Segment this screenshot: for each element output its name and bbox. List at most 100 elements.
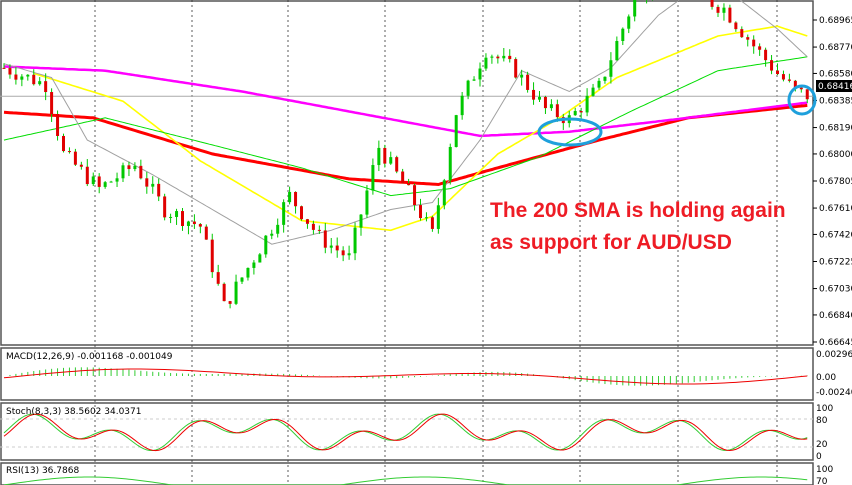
- price-tick-label: 0.67805: [819, 177, 852, 187]
- candle-body: [728, 7, 732, 23]
- rsi-line: [3, 476, 808, 485]
- sma-line: [3, 56, 808, 197]
- candle-body: [484, 57, 488, 69]
- stoch-label: Stoch(8,3,3) 38.5602 34.0371: [6, 407, 141, 417]
- candle-body: [478, 68, 482, 80]
- price-tick-label: 0.68965: [819, 16, 852, 26]
- candle-body: [490, 56, 494, 58]
- rsi-tick-label: 100: [816, 465, 833, 475]
- candle-body: [210, 239, 214, 273]
- candle-body: [222, 283, 226, 302]
- candle-body: [365, 190, 369, 215]
- candle-body: [383, 147, 387, 164]
- stoch-signal-line: [3, 413, 808, 452]
- candle-body: [8, 68, 12, 75]
- candle-body: [204, 226, 208, 240]
- candle-body: [192, 221, 196, 225]
- panel-frame: [0, 347, 814, 401]
- candle-body: [228, 301, 232, 304]
- candle-body: [56, 113, 60, 136]
- candle-body: [91, 176, 95, 185]
- candle-body: [549, 104, 553, 109]
- candle-body: [776, 70, 779, 75]
- candle-body: [621, 28, 625, 41]
- candle-body: [288, 191, 292, 203]
- candle-body: [181, 211, 184, 226]
- candle-body: [377, 147, 381, 166]
- panel-frame: [0, 402, 814, 461]
- macd-tick-label: 0.002963: [816, 350, 852, 360]
- candle-body: [276, 224, 280, 234]
- candle-body: [466, 80, 470, 96]
- candle-body: [389, 157, 393, 164]
- candle-body: [14, 74, 18, 80]
- candle-body: [781, 74, 785, 80]
- candle-body: [169, 216, 173, 218]
- highlight-ellipse-2: [787, 84, 817, 116]
- candle-body: [139, 165, 143, 179]
- stoch-main-line: [3, 413, 808, 452]
- macd-signal-line: [3, 368, 808, 385]
- candle-body: [270, 233, 274, 236]
- candle-body: [353, 227, 357, 254]
- candle-body: [175, 211, 179, 217]
- candle-body: [627, 16, 631, 29]
- candle-body: [103, 182, 107, 187]
- candle-body: [520, 74, 524, 78]
- candle-body: [311, 223, 315, 230]
- candle-body: [734, 22, 738, 30]
- candle-body: [591, 87, 595, 96]
- candle-body: [419, 205, 422, 219]
- candle-body: [424, 217, 428, 219]
- candle-body: [85, 166, 89, 185]
- candle-body: [752, 39, 756, 47]
- candle-body: [26, 74, 30, 77]
- candle-body: [609, 60, 613, 77]
- rsi-tick-label: 70: [816, 477, 828, 485]
- candle-body: [163, 196, 167, 218]
- candle-body: [740, 29, 744, 38]
- candle-body: [157, 183, 161, 197]
- candle-body: [543, 96, 547, 109]
- candle-body: [38, 81, 42, 85]
- candle-body: [579, 111, 583, 113]
- candle-body: [67, 151, 71, 153]
- candle-body: [805, 89, 809, 100]
- macd-tick-label: 0.00: [816, 373, 836, 383]
- candle-body: [186, 221, 190, 226]
- candle-body: [430, 217, 434, 229]
- candle-body: [329, 245, 333, 248]
- candle-body: [615, 40, 619, 61]
- candle-body: [133, 165, 137, 170]
- candle-body: [401, 171, 405, 184]
- candle-body: [371, 165, 375, 191]
- candle-body: [145, 178, 149, 187]
- candle-body: [151, 183, 155, 187]
- candle-body: [395, 157, 399, 172]
- candle-body: [305, 219, 309, 224]
- candle-body: [79, 164, 83, 167]
- candle-body: [633, 0, 637, 17]
- candle-body: [234, 281, 238, 304]
- annotation-line-1: The 200 SMA is holding again: [490, 199, 786, 222]
- stoch-tick-label: 100: [816, 404, 833, 414]
- candle-body: [413, 185, 417, 206]
- candle-body: [787, 79, 791, 81]
- candle-body: [770, 60, 774, 71]
- candle-body: [264, 235, 268, 255]
- candle-body: [341, 250, 345, 256]
- candle-body: [294, 191, 298, 207]
- candle-body: [252, 262, 256, 268]
- price-tick-label: 0.67225: [819, 258, 852, 268]
- candle-body: [127, 165, 131, 170]
- candle-body: [2, 67, 6, 69]
- candle-body: [722, 7, 726, 13]
- candle-body: [555, 104, 559, 118]
